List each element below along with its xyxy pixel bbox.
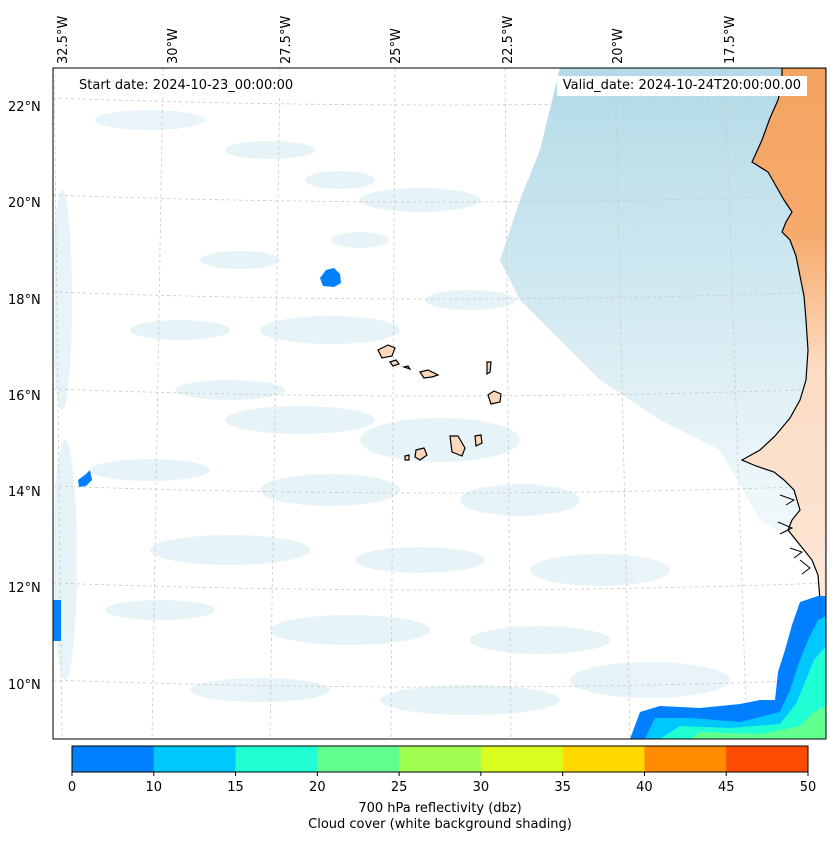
colorbar-tick-label: 10 <box>146 780 163 795</box>
colorbar-tick-label: 0 <box>68 780 76 795</box>
map-area <box>53 68 826 739</box>
colorbar-segment <box>72 746 155 772</box>
reflectivity-band-south-25 <box>690 706 826 739</box>
lat-label: 20°N <box>8 196 41 211</box>
reflectivity-cell-north <box>320 268 341 287</box>
colorbar-segment <box>726 746 809 772</box>
colorbar-segment <box>480 746 564 772</box>
island-sao-nicolau <box>419 369 440 379</box>
latitude-labels: 22°N 20°N 18°N 16°N 14°N 12°N 10°N <box>8 100 41 693</box>
colorbar-tick-label: 50 <box>800 780 817 795</box>
island-brava <box>404 454 410 461</box>
island-santiago <box>449 435 466 457</box>
colorbar-tick-label: 30 <box>473 780 490 795</box>
map-frame-border <box>52 67 827 740</box>
lon-label: 17.5°W <box>723 16 738 64</box>
colorbar-segment <box>399 746 482 772</box>
island-sao-vicente <box>389 359 400 367</box>
island-boa-vista <box>487 390 502 405</box>
colorbar-segment <box>562 746 645 772</box>
colorbar-tick-label: 25 <box>391 780 408 795</box>
valid-date-label: Valid_date: 2024-10-24T20:00:00.00 <box>556 76 807 96</box>
reflectivity-cell-west <box>78 470 92 487</box>
colorbar-segment <box>235 746 318 772</box>
lat-label: 22°N <box>8 100 41 115</box>
reflectivity-cell-southwest <box>53 600 61 641</box>
island-sal <box>486 361 492 376</box>
lon-label: 25°W <box>389 28 404 64</box>
colorbar-segments <box>72 746 809 772</box>
island-maio <box>474 434 483 447</box>
lat-label: 12°N <box>8 581 41 596</box>
longitude-labels: 32.5°W 30°W 27.5°W 25°W 22.5°W 20°W 17.5… <box>56 16 738 64</box>
colorbar-tick-label: 40 <box>636 780 653 795</box>
colorbar-tick-label: 35 <box>554 780 571 795</box>
reflectivity-band-south-10 <box>630 596 826 739</box>
lon-label: 27.5°W <box>279 16 294 64</box>
lon-label: 20°W <box>611 28 626 64</box>
cloud-streaks <box>53 110 730 715</box>
colorbar-tick-label: 45 <box>718 780 735 795</box>
island-fogo <box>414 447 428 461</box>
colorbar-segment <box>317 746 400 772</box>
colorbar-tick-label: 20 <box>309 780 326 795</box>
island-santa-luzia <box>401 365 412 371</box>
colorbar-border <box>71 745 809 773</box>
colorbar: 0 10 15 20 25 30 35 40 45 50 <box>68 745 816 795</box>
lat-label: 14°N <box>8 485 41 500</box>
africa-mainland <box>740 68 826 621</box>
lat-label: 18°N <box>8 293 41 308</box>
lon-label: 32.5°W <box>56 16 71 64</box>
colorbar-sublabel: Cloud cover (white background shading) <box>308 817 572 832</box>
lon-label: 30°W <box>166 28 181 64</box>
colorbar-ticks: 0 10 15 20 25 30 35 40 45 50 <box>68 772 816 795</box>
colorbar-segment <box>153 746 237 772</box>
colorbar-tick-label: 15 <box>227 780 244 795</box>
lon-label: 22.5°W <box>501 16 516 64</box>
reflectivity-patches <box>53 268 826 739</box>
island-santo-antao <box>377 344 396 359</box>
cloud-cover-region <box>500 68 826 560</box>
colorbar-label: 700 hPa reflectivity (dbz) <box>358 801 522 816</box>
start-date-label: Start date: 2024-10-23_00:00:00 <box>73 76 300 96</box>
lat-label: 10°N <box>8 678 41 693</box>
cape-verde-islands <box>377 344 502 461</box>
africa-coast-details <box>777 494 811 575</box>
colorbar-segment <box>644 746 727 772</box>
lat-label: 16°N <box>8 389 41 404</box>
